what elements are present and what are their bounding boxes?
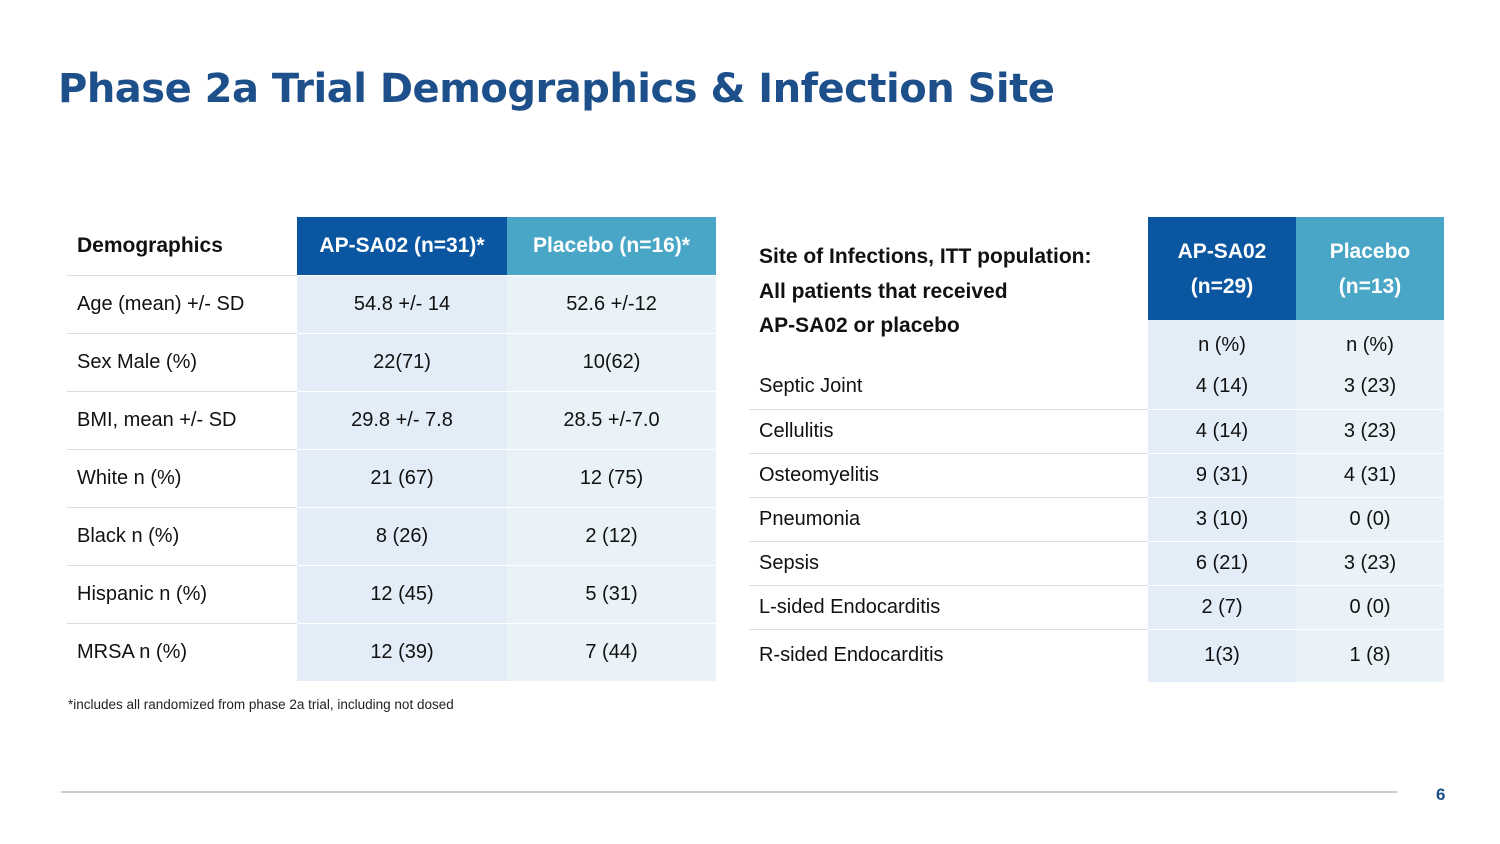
row-label: Cellulitis	[749, 408, 1148, 453]
units-placebo: n (%)	[1296, 320, 1444, 365]
row-label: R-sided Endocarditis	[749, 628, 1148, 682]
table-row: Septic Joint 4 (14) 3 (23)	[749, 365, 1444, 409]
table-row: Black n (%) 8 (26) 2 (12)	[67, 506, 716, 565]
table-row: Sex Male (%) 22(71) 10(62)	[67, 332, 716, 391]
placebo-value: 3 (23)	[1296, 540, 1444, 585]
placebo-value: 4 (31)	[1296, 452, 1444, 497]
heading-line: All patients that received	[759, 279, 1008, 303]
ap-sa02-value: 6 (21)	[1148, 540, 1296, 585]
header-placebo: Placebo (n=16)*	[507, 217, 716, 275]
table-row: R-sided Endocarditis 1(3) 1 (8)	[749, 628, 1444, 682]
infection-site-heading: Site of Infections, ITT population: All …	[749, 217, 1148, 365]
table-row: Osteomyelitis 9 (31) 4 (31)	[749, 452, 1444, 497]
row-label: MRSA n (%)	[67, 622, 297, 681]
table-row: Sepsis 6 (21) 3 (23)	[749, 540, 1444, 585]
units-row: n (%) n (%)	[749, 320, 1444, 365]
header-ap-sa02: AP-SA02 (n=31)*	[297, 217, 507, 275]
row-label: Age (mean) +/- SD	[67, 274, 297, 333]
row-label: Hispanic n (%)	[67, 564, 297, 623]
table-row: Pneumonia 3 (10) 0 (0)	[749, 496, 1444, 541]
ap-sa02-value: 3 (10)	[1148, 496, 1296, 541]
row-label: Sepsis	[749, 540, 1148, 585]
table-row: L-sided Endocarditis 2 (7) 0 (0)	[749, 584, 1444, 629]
heading-line: AP-SA02 or placebo	[759, 314, 960, 337]
table-row: MRSA n (%) 12 (39) 7 (44)	[67, 622, 716, 681]
header-line: AP-SA02	[1177, 239, 1267, 263]
ap-sa02-value: 4 (14)	[1148, 365, 1296, 409]
placebo-value: 10(62)	[507, 332, 716, 391]
row-label: Pneumonia	[749, 496, 1148, 541]
placebo-value: 28.5 +/-7.0	[507, 390, 716, 449]
ap-sa02-value: 9 (31)	[1148, 452, 1296, 497]
table-row: BMI, mean +/- SD 29.8 +/- 7.8 28.5 +/-7.0	[67, 390, 716, 449]
header-line: Placebo	[1329, 239, 1411, 263]
row-label: BMI, mean +/- SD	[67, 390, 297, 449]
placebo-value: 1 (8)	[1296, 628, 1444, 682]
ap-sa02-value: 54.8 +/- 14	[297, 274, 507, 333]
placebo-value: 0 (0)	[1296, 496, 1444, 541]
table-header-row: Site of Infections, ITT population: All …	[749, 217, 1444, 337]
table-row: Age (mean) +/- SD 54.8 +/- 14 52.6 +/-12	[67, 274, 716, 333]
table-row: Hispanic n (%) 12 (45) 5 (31)	[67, 564, 716, 623]
ap-sa02-value: 29.8 +/- 7.8	[297, 390, 507, 449]
infection-site-table: Site of Infections, ITT population: All …	[749, 217, 1444, 682]
row-label: Black n (%)	[67, 506, 297, 565]
header-demographics: Demographics	[77, 233, 223, 257]
row-label: L-sided Endocarditis	[749, 584, 1148, 629]
placebo-value: 12 (75)	[507, 448, 716, 507]
row-label: White n (%)	[67, 448, 297, 507]
header-placebo: Placebo (n=13)	[1296, 217, 1444, 320]
table-row: White n (%) 21 (67) 12 (75)	[67, 448, 716, 507]
placebo-value: 5 (31)	[507, 564, 716, 623]
ap-sa02-value: 1(3)	[1148, 628, 1296, 682]
ap-sa02-value: 21 (67)	[297, 448, 507, 507]
demographics-table: Demographics AP-SA02 (n=31)* Placebo (n=…	[67, 217, 716, 681]
placebo-value: 3 (23)	[1296, 408, 1444, 453]
footer-divider	[61, 791, 1397, 793]
units-ap-sa02: n (%)	[1148, 320, 1296, 365]
row-label: Osteomyelitis	[749, 452, 1148, 497]
heading-line: Site of Infections, ITT population:	[759, 245, 1092, 268]
placebo-value: 2 (12)	[507, 506, 716, 565]
ap-sa02-value: 8 (26)	[297, 506, 507, 565]
placebo-value: 52.6 +/-12	[507, 274, 716, 333]
row-label: Sex Male (%)	[67, 332, 297, 391]
ap-sa02-value: 2 (7)	[1148, 584, 1296, 629]
ap-sa02-value: 22(71)	[297, 332, 507, 391]
placebo-value: 0 (0)	[1296, 584, 1444, 629]
header-line: (n=13)	[1338, 274, 1402, 298]
table-row: Cellulitis 4 (14) 3 (23)	[749, 408, 1444, 453]
placebo-value: 7 (44)	[507, 622, 716, 681]
slide-title: Phase 2a Trial Demographics & Infection …	[58, 66, 1055, 112]
page-number: 6	[1436, 785, 1446, 804]
row-label: Septic Joint	[759, 375, 863, 398]
placebo-value: 3 (23)	[1296, 365, 1444, 409]
header-ap-sa02: AP-SA02 (n=29)	[1148, 217, 1296, 320]
footnote: *includes all randomized from phase 2a t…	[68, 697, 454, 712]
ap-sa02-value: 12 (45)	[297, 564, 507, 623]
ap-sa02-value: 12 (39)	[297, 622, 507, 681]
table-header-row: Demographics AP-SA02 (n=31)* Placebo (n=…	[67, 217, 716, 275]
ap-sa02-value: 4 (14)	[1148, 408, 1296, 453]
header-line: (n=29)	[1190, 274, 1254, 298]
